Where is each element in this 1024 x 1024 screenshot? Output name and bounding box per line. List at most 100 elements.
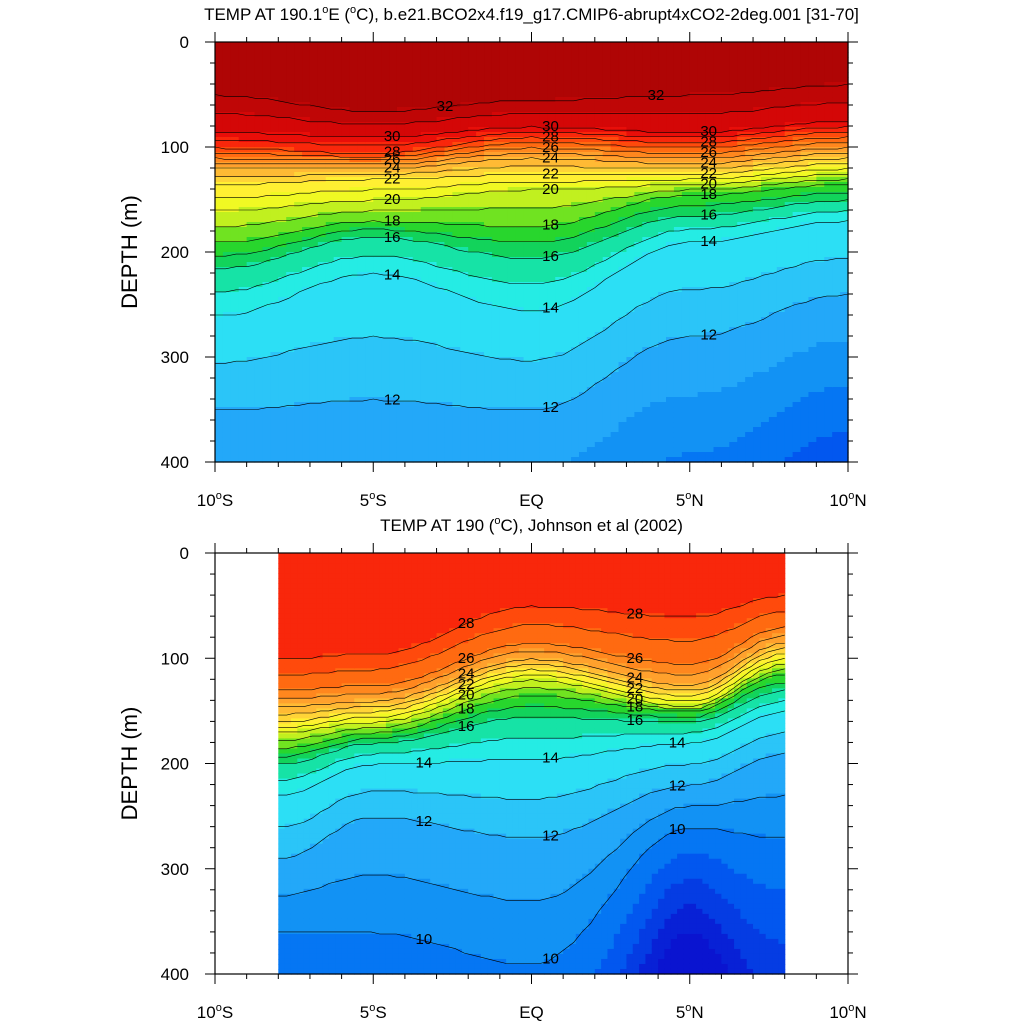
field-cell: [642, 437, 651, 443]
field-cell: [586, 167, 596, 173]
field-cell: [673, 72, 683, 78]
field-cell: [309, 277, 319, 283]
field-cell: [309, 352, 319, 358]
field-cell: [515, 417, 525, 423]
field-cell: [515, 332, 525, 338]
field-cell: [230, 327, 240, 333]
field-cell: [673, 257, 683, 263]
field-cell: [539, 302, 548, 308]
field-cell: [515, 202, 525, 208]
field-cell: [444, 172, 453, 178]
field-cell: [404, 172, 414, 178]
field-cell: [404, 162, 414, 168]
field-cell: [634, 317, 643, 323]
field-cell: [555, 232, 564, 238]
field-cell: [357, 107, 366, 113]
field-cell: [618, 377, 628, 383]
field-cell: [468, 357, 477, 363]
field-cell: [428, 417, 438, 423]
field-cell: [523, 337, 533, 343]
field-cell: [278, 127, 287, 133]
field-cell: [389, 237, 398, 243]
field-cell: [634, 67, 643, 73]
field-cell: [215, 347, 224, 353]
field-cell: [586, 267, 596, 273]
field-cell: [634, 457, 643, 463]
field-cell: [357, 62, 366, 68]
field-cell: [420, 182, 430, 188]
field-cell: [412, 97, 422, 103]
field-cell: [309, 187, 319, 193]
field-cell: [484, 317, 493, 323]
field-cell: [578, 242, 588, 248]
field-cell: [254, 192, 264, 198]
field-cell: [476, 97, 485, 103]
field-cell: [673, 57, 683, 63]
field-cell: [571, 142, 580, 148]
field-cell: [420, 217, 430, 223]
field-cell: [246, 267, 256, 273]
field-cell: [357, 242, 366, 248]
field-cell: [333, 172, 343, 178]
field-cell: [325, 217, 335, 223]
field-cell: [539, 152, 548, 158]
field-cell: [555, 62, 564, 68]
field-cell: [476, 252, 485, 258]
field-cell: [294, 202, 303, 208]
field-cell: [404, 302, 414, 308]
field-cell: [302, 42, 311, 48]
field-cell: [420, 312, 430, 318]
field-cell: [476, 262, 485, 268]
field-cell: [222, 212, 232, 218]
field-cell: [270, 87, 279, 93]
field-cell: [286, 147, 295, 153]
field-cell: [626, 132, 635, 138]
field-cell: [602, 97, 612, 103]
field-cell: [539, 47, 548, 53]
field-cell: [262, 427, 271, 433]
field-cell: [349, 292, 359, 298]
field-cell: [325, 297, 335, 303]
field-cell: [325, 197, 335, 203]
field-cell: [650, 147, 659, 153]
field-cell: [666, 187, 675, 193]
field-cell: [602, 422, 612, 428]
field-cell: [444, 367, 453, 373]
field-cell: [309, 407, 319, 413]
field-cell: [341, 402, 351, 408]
field-cell: [286, 357, 295, 363]
field-cell: [484, 342, 493, 348]
field-cell: [278, 142, 287, 148]
field-cell: [602, 382, 612, 388]
field-cell: [476, 42, 485, 48]
field-cell: [230, 332, 240, 338]
field-cell: [610, 52, 620, 58]
field-cell: [262, 262, 271, 268]
field-cell: [396, 267, 406, 273]
field-cell: [309, 237, 319, 243]
field-cell: [602, 417, 612, 423]
field-cell: [309, 362, 319, 368]
field-cell: [460, 427, 469, 433]
field-cell: [452, 57, 461, 63]
field-cell: [420, 92, 430, 98]
field-cell: [523, 172, 533, 178]
field-cell: [357, 132, 366, 138]
field-cell: [357, 447, 366, 453]
field-cell: [484, 52, 493, 58]
field-cell: [270, 297, 279, 303]
field-cell: [389, 77, 398, 83]
field-cell: [420, 62, 430, 68]
field-cell: [309, 347, 319, 353]
field-cell: [491, 427, 501, 433]
field-cell: [658, 102, 667, 108]
field-cell: [286, 97, 295, 103]
field-cell: [539, 332, 548, 338]
field-cell: [254, 167, 264, 173]
field-cell: [389, 97, 398, 103]
field-cell: [365, 162, 374, 168]
field-cell: [515, 122, 525, 128]
field-cell: [278, 67, 287, 73]
field-cell: [547, 122, 556, 128]
field-cell: [642, 292, 651, 298]
